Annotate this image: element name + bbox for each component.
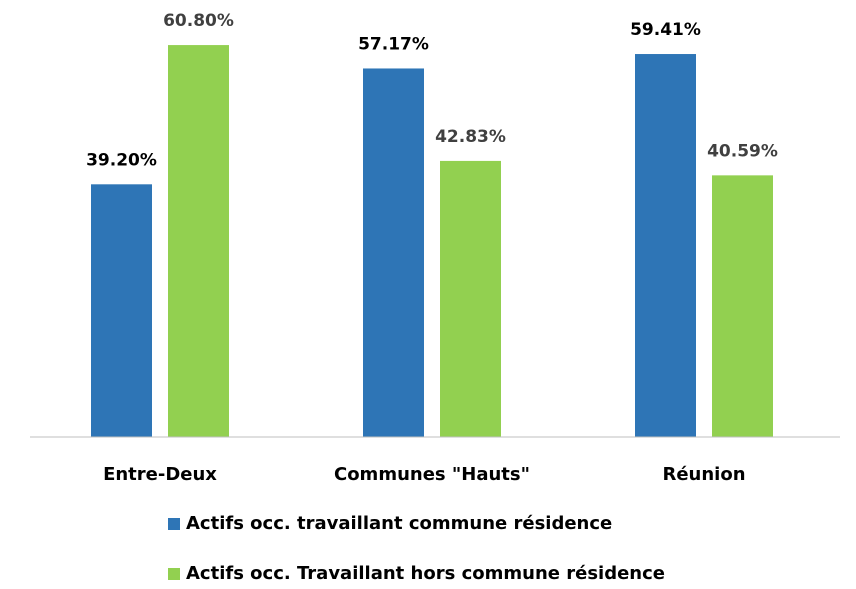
legend-swatch xyxy=(168,568,180,580)
value-label: 39.20% xyxy=(86,150,157,170)
x-tick-label: Communes "Hauts" xyxy=(334,464,530,485)
bar xyxy=(168,45,229,437)
x-tick-label: Réunion xyxy=(662,464,745,485)
value-label: 57.17% xyxy=(358,34,429,54)
bar xyxy=(712,175,773,437)
bar xyxy=(440,160,501,437)
x-tick-label: Entre-Deux xyxy=(103,464,217,485)
value-label: 42.83% xyxy=(435,127,506,147)
bar xyxy=(635,54,696,438)
legend-swatch xyxy=(168,518,180,530)
bar xyxy=(363,68,424,437)
value-label: 59.41% xyxy=(630,20,701,40)
value-label: 60.80% xyxy=(163,11,234,31)
value-label: 40.59% xyxy=(707,141,778,161)
legend-label: Actifs occ. Travaillant hors commune rés… xyxy=(186,563,665,584)
legend-label: Actifs occ. travaillant commune résidenc… xyxy=(186,513,612,534)
bar xyxy=(91,184,152,437)
